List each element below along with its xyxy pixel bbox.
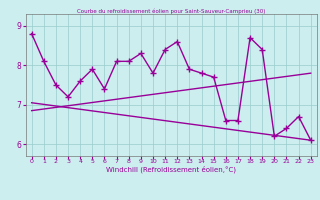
Title: Courbe du refroidissement éolien pour Saint-Sauveur-Camprieu (30): Courbe du refroidissement éolien pour Sa… [77, 8, 265, 14]
X-axis label: Windchill (Refroidissement éolien,°C): Windchill (Refroidissement éolien,°C) [106, 166, 236, 173]
